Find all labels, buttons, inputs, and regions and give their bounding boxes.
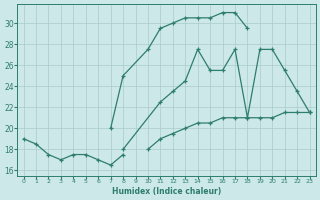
X-axis label: Humidex (Indice chaleur): Humidex (Indice chaleur) — [112, 187, 221, 196]
